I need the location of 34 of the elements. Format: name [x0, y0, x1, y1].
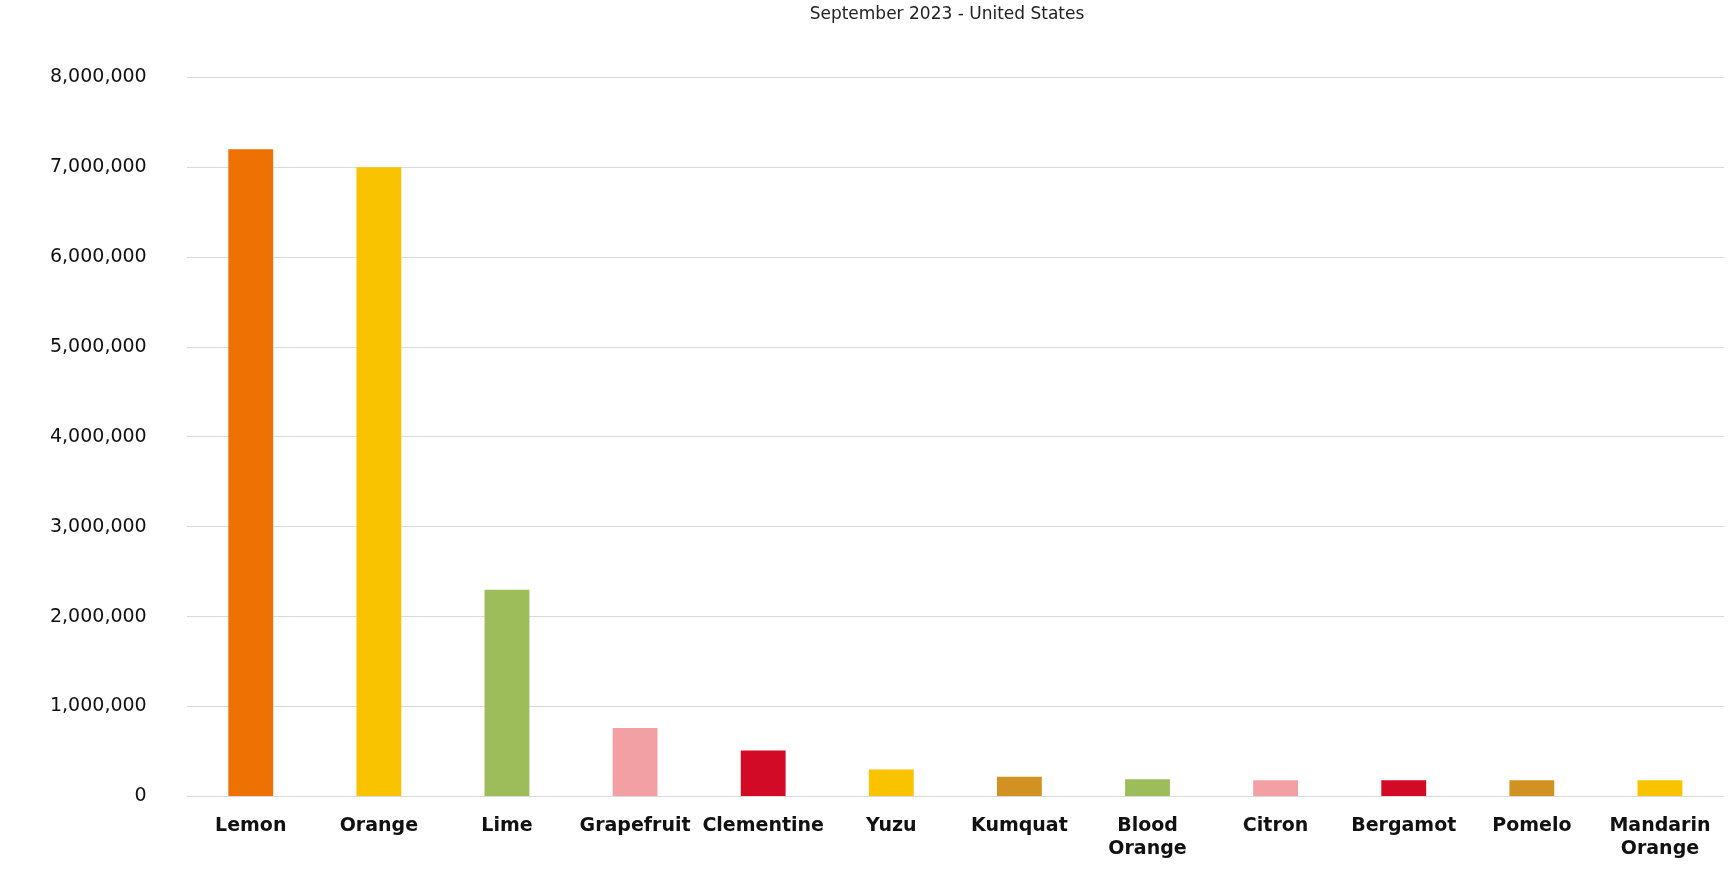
bar — [1253, 780, 1299, 796]
x-tick-label: Citron — [1242, 812, 1309, 835]
x-tick-label: Lemon — [215, 812, 287, 835]
y-tick-label: 3,000,000 — [49, 513, 147, 536]
bar — [1509, 780, 1555, 796]
bar — [1125, 779, 1170, 796]
x-tick-label: Bergamot — [1351, 812, 1457, 835]
x-tick-label: Grapefruit — [579, 812, 691, 835]
bar — [484, 589, 530, 796]
y-tick-label: 1,000,000 — [49, 693, 147, 716]
y-tick-label: 8,000,000 — [49, 64, 147, 87]
bar — [1637, 780, 1683, 796]
y-tick-label: 2,000,000 — [49, 603, 147, 626]
y-tick-label: 5,000,000 — [49, 333, 147, 356]
x-tick-label: Kumquat — [971, 812, 1068, 835]
y-tick-label: 4,000,000 — [49, 423, 147, 446]
bar — [868, 769, 914, 796]
chart-title: September 2023 - United States — [808, 2, 1086, 25]
x-tick-label: Yuzu — [865, 812, 917, 835]
bar — [612, 728, 658, 796]
bar — [1381, 780, 1427, 796]
bar — [356, 167, 402, 796]
y-tick-label: 6,000,000 — [49, 244, 147, 267]
bar — [996, 776, 1042, 796]
y-tick-label: 0 — [134, 783, 147, 806]
x-tick-label: Blood Orange — [1108, 812, 1187, 858]
x-tick-label: Mandarin Orange — [1609, 812, 1711, 858]
bar — [740, 750, 786, 796]
bar — [228, 149, 274, 796]
y-tick-label: 7,000,000 — [49, 154, 147, 177]
x-tick-label: Clementine — [702, 812, 824, 835]
x-tick-label: Lime — [481, 812, 533, 835]
x-tick-label: Orange — [339, 812, 419, 835]
x-tick-label: Pomelo — [1492, 812, 1572, 835]
